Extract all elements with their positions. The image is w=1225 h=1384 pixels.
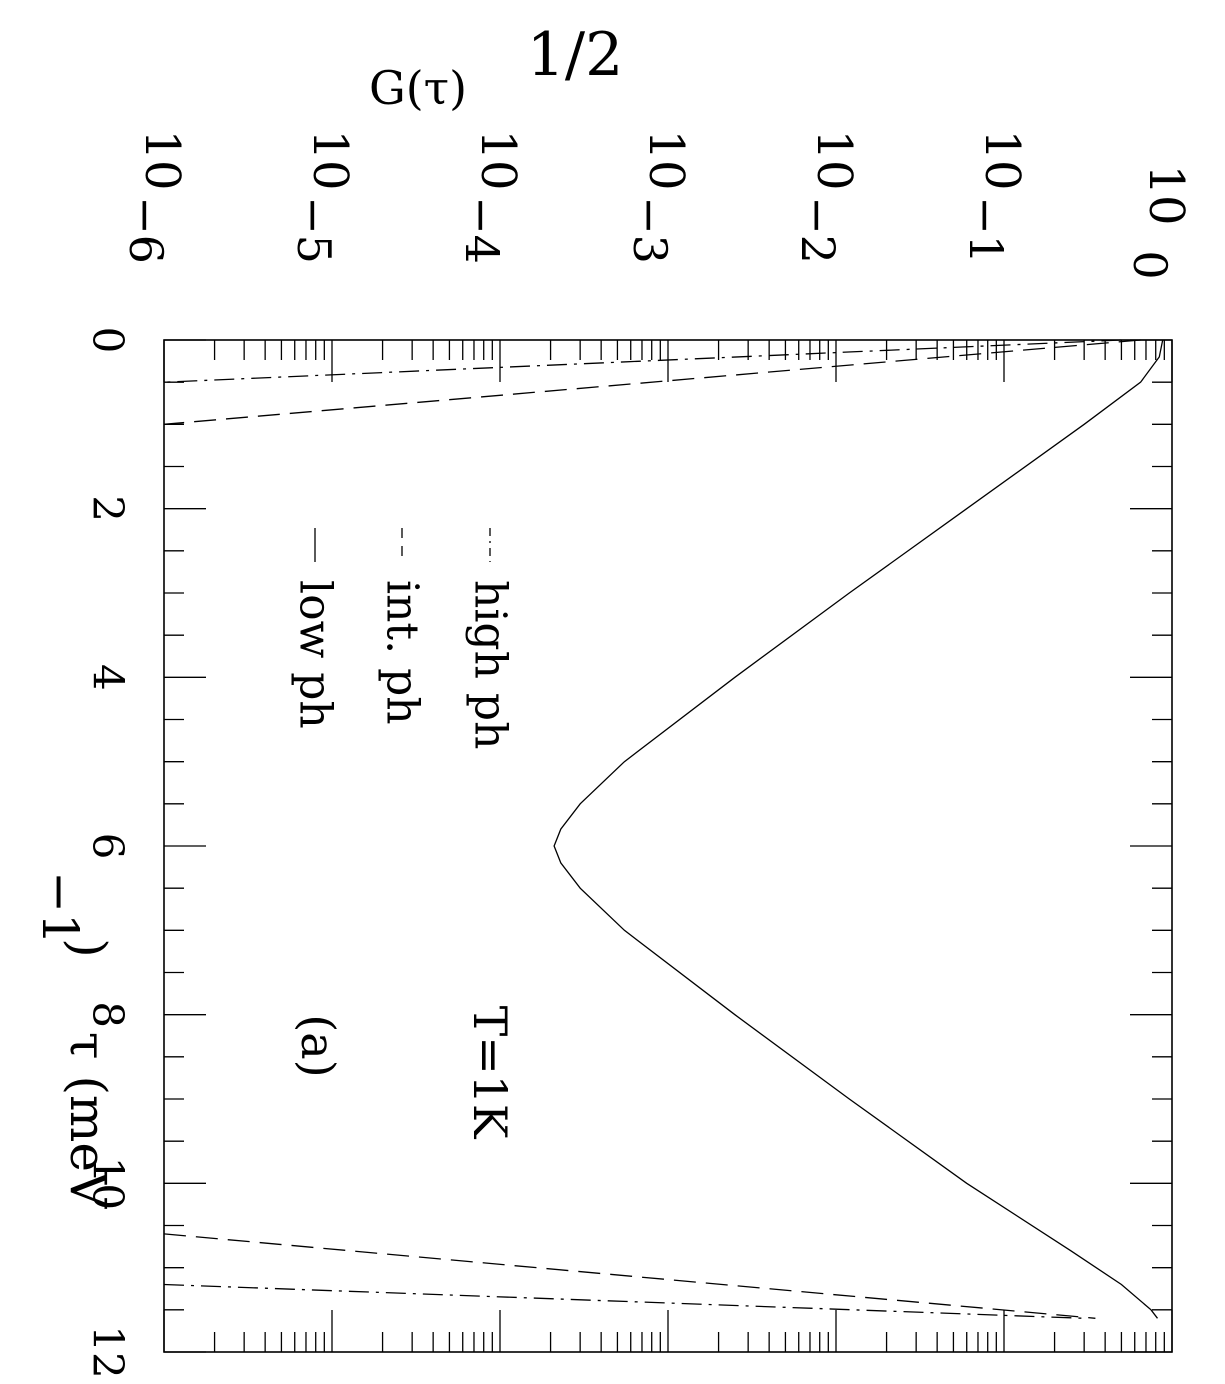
series-line-0 xyxy=(163,339,1122,383)
legend-label-2: low ph xyxy=(290,580,341,729)
y-tick-label-base: 10 xyxy=(134,129,190,190)
plot-frame xyxy=(163,339,1173,1353)
x-axis-label-close: ) xyxy=(59,938,117,958)
y-tick-label-exponent: −1 xyxy=(959,196,1013,264)
x-tick-label: 10 xyxy=(84,1157,133,1210)
series-line-1 xyxy=(163,1233,1096,1319)
y-axis-label-exponent: 1/2 xyxy=(527,20,624,90)
y-tick-label-exponent: 0 xyxy=(1123,250,1177,279)
y-tick-label-base: 10 xyxy=(1138,164,1194,225)
y-tick-label-base: 10 xyxy=(638,129,694,190)
y-tick-label-base: 10 xyxy=(974,129,1030,190)
y-tick-label-exponent: −4 xyxy=(455,196,509,264)
legend-label-1: int. ph xyxy=(377,580,428,725)
y-axis-label: G(τ) xyxy=(369,61,467,115)
y-tick-label-base: 10 xyxy=(302,129,358,190)
x-tick-label: 6 xyxy=(84,833,133,860)
annotation-1: (a) xyxy=(291,1014,345,1077)
y-tick-label-exponent: −5 xyxy=(287,196,341,264)
series-group xyxy=(163,339,1164,1319)
x-axis-label: τ (meV xyxy=(59,1032,117,1209)
y-tick-label-exponent: −6 xyxy=(119,196,173,264)
series-line-2 xyxy=(553,339,1164,1319)
x-tick-label: 4 xyxy=(84,664,133,691)
y-tick-label-exponent: −2 xyxy=(791,196,845,264)
legend: high ph int. ph low ph xyxy=(290,528,516,749)
series-line-1 xyxy=(163,339,1141,425)
y-tick-label-base: 10 xyxy=(470,129,526,190)
y-tick-label-base: 10 xyxy=(806,129,862,190)
x-tick-label: 2 xyxy=(84,495,133,522)
x-axis-label-exponent: −1 xyxy=(31,871,89,945)
ticks xyxy=(163,339,1173,1353)
y-tick-label-exponent: −3 xyxy=(623,196,677,264)
x-tick-label: 0 xyxy=(84,327,133,354)
x-tick-label: 12 xyxy=(84,1325,133,1378)
legend-label-0: high ph xyxy=(465,580,516,749)
series-line-0 xyxy=(163,1283,1085,1319)
x-tick-label: 8 xyxy=(83,1001,132,1028)
annotation-0: T=1K xyxy=(463,1006,517,1140)
